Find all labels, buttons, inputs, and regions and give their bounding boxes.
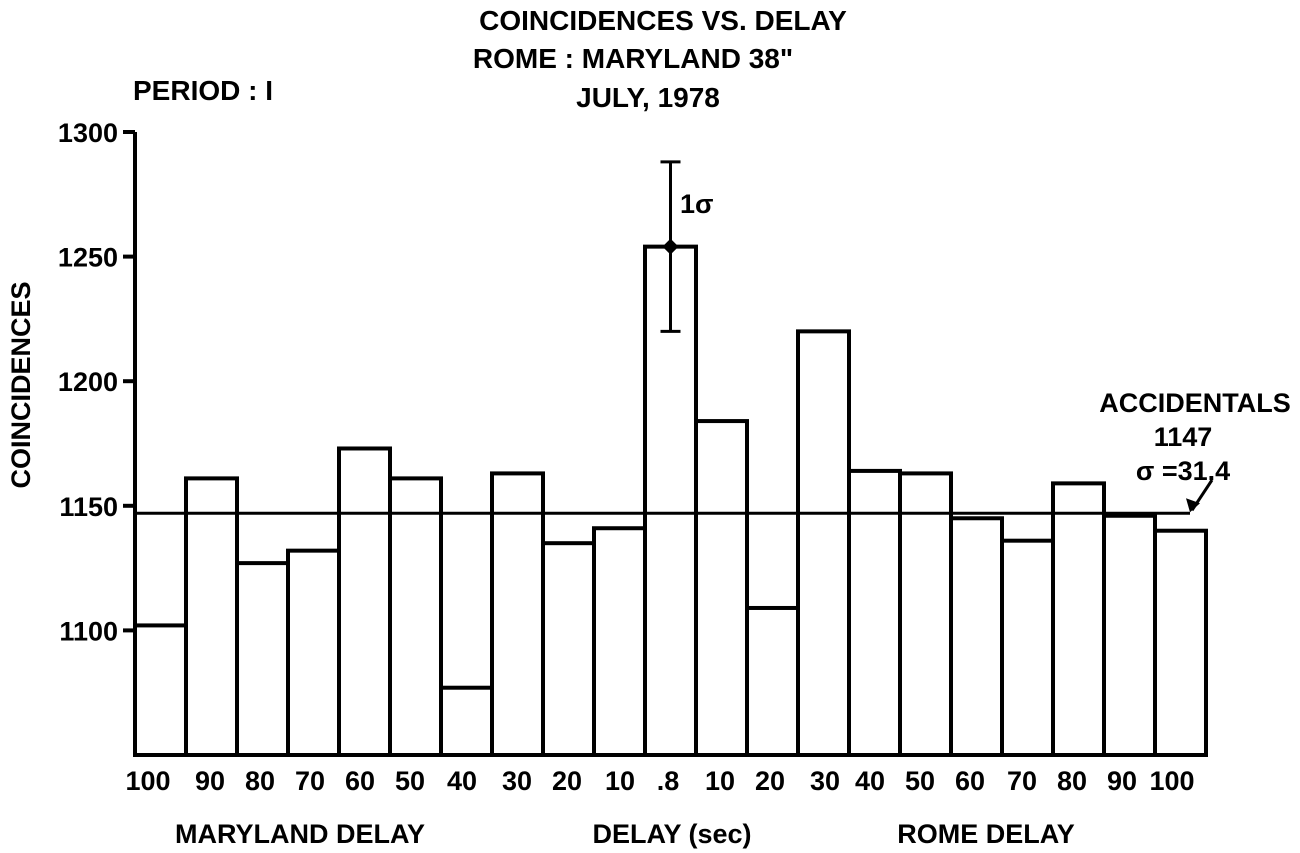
left-group-label: MARYLAND DELAY bbox=[175, 819, 425, 849]
period-label: PERIOD : I bbox=[133, 75, 273, 106]
y-tick-label-1: 1150 bbox=[59, 492, 118, 522]
bar-20 bbox=[1153, 528, 1208, 757]
accidentals-arrowhead bbox=[1186, 498, 1200, 513]
bar-18 bbox=[1051, 481, 1106, 757]
y-axis-label: COINCIDENCES bbox=[6, 281, 36, 488]
bar-5 bbox=[388, 476, 443, 757]
x-tick-label-15: 50 bbox=[905, 766, 935, 796]
right-group-label: ROME DELAY bbox=[897, 819, 1075, 849]
x-tick-label-10: .8 bbox=[657, 766, 680, 796]
bar-9 bbox=[592, 526, 647, 758]
x-tick-label-13: 30 bbox=[810, 766, 840, 796]
x-tick-label-1: 90 bbox=[195, 766, 225, 796]
x-tick-label-9: 10 bbox=[605, 766, 635, 796]
x-tick-label-8: 20 bbox=[552, 766, 582, 796]
bar-2 bbox=[235, 561, 290, 758]
x-tick-label-7: 30 bbox=[502, 766, 532, 796]
bar-4 bbox=[337, 446, 392, 757]
x-tick-label-11: 10 bbox=[705, 766, 735, 796]
x-tick-label-5: 50 bbox=[395, 766, 425, 796]
bar-15 bbox=[898, 471, 953, 757]
error-bar-center-marker bbox=[662, 238, 679, 255]
bar-0 bbox=[133, 623, 188, 758]
x-tick-label-3: 70 bbox=[295, 766, 325, 796]
x-tick-label-20: 100 bbox=[1149, 766, 1194, 796]
bar-6 bbox=[439, 685, 494, 757]
x-tick-label-16: 60 bbox=[955, 766, 985, 796]
accidentals-label: ACCIDENTALS bbox=[1099, 388, 1291, 418]
y-tick-label-0: 1100 bbox=[59, 616, 118, 646]
x-tick-label-12: 20 bbox=[755, 766, 785, 796]
x-tick-label-6: 40 bbox=[447, 766, 477, 796]
axes-group: 1100 1150 1200 1250 1300 100 90 80 70 60 50 40 30 20 1… bbox=[58, 118, 1195, 796]
chart-title-line-1: COINCIDENCES VS. DELAY bbox=[479, 5, 847, 36]
accidentals-value: 1147 bbox=[1154, 422, 1213, 452]
y-tick-label-4: 1300 bbox=[58, 118, 118, 148]
bar-12 bbox=[745, 605, 800, 757]
x-tick-label-17: 70 bbox=[1007, 766, 1037, 796]
x-tick-label-18: 80 bbox=[1057, 766, 1087, 796]
bar-1 bbox=[184, 476, 239, 757]
error-bar-label: 1σ bbox=[680, 189, 714, 219]
bar-19 bbox=[1102, 513, 1157, 757]
bar-3 bbox=[286, 548, 341, 757]
accidentals-sigma: σ =31.4 bbox=[1136, 456, 1230, 486]
x-tick-label-4: 60 bbox=[345, 766, 375, 796]
bar-7 bbox=[490, 471, 545, 757]
x-tick-label-0: 100 bbox=[125, 766, 170, 796]
bar-13 bbox=[796, 329, 851, 757]
x-tick-label-2: 80 bbox=[245, 766, 275, 796]
y-tick-label-2: 1200 bbox=[58, 367, 118, 397]
bar-17 bbox=[1000, 538, 1055, 757]
bar-11 bbox=[694, 419, 749, 757]
bars-group bbox=[133, 244, 1208, 758]
y-tick-label-3: 1250 bbox=[58, 243, 118, 273]
x-tick-label-14: 40 bbox=[855, 766, 885, 796]
x-tick-label-19: 90 bbox=[1107, 766, 1137, 796]
chart-title-line-3: JULY, 1978 bbox=[576, 82, 720, 113]
bar-8 bbox=[541, 541, 596, 757]
x-axis-label: DELAY (sec) bbox=[592, 819, 751, 849]
overlay-group bbox=[135, 160, 1214, 515]
bar-16 bbox=[949, 516, 1004, 758]
chart-title-line-2: ROME : MARYLAND 38" bbox=[473, 43, 793, 74]
